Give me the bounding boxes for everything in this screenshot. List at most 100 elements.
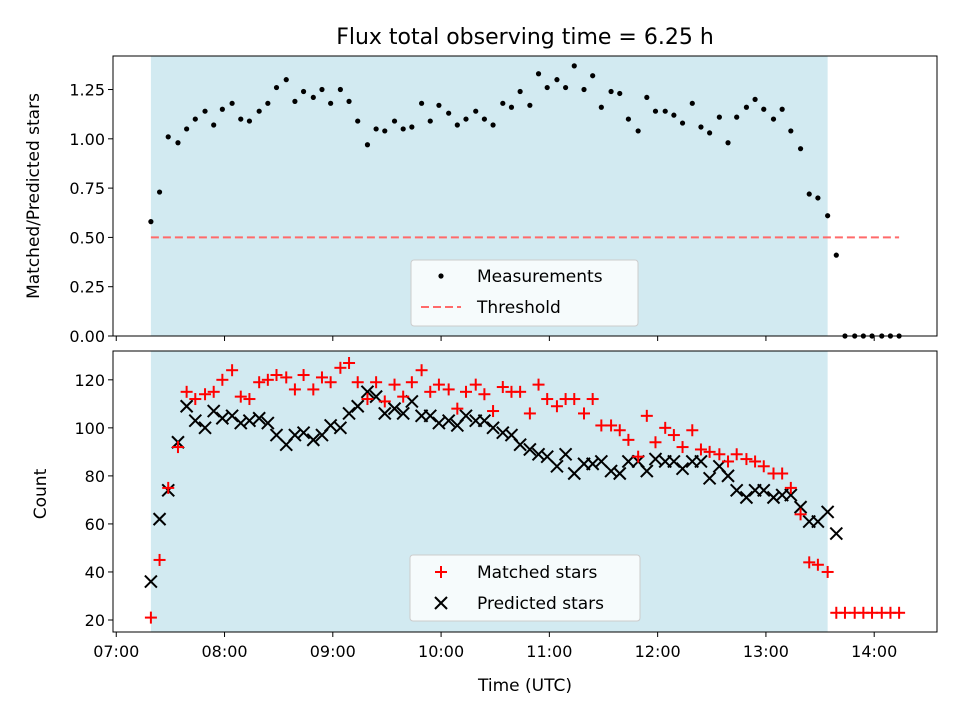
measurement-point	[825, 213, 831, 219]
predicted-star-point	[721, 469, 735, 483]
measurement-point	[590, 73, 596, 79]
measurement-point	[148, 219, 154, 225]
y-tick-label: 0.00	[69, 327, 105, 346]
predicted-star-point	[675, 461, 690, 476]
y-tick-label: 0.75	[69, 179, 105, 198]
matched-star-point	[757, 460, 770, 473]
measurement-point	[581, 86, 587, 93]
measurement-point	[246, 118, 253, 124]
matched-star-point	[153, 553, 166, 566]
matched-star-point	[253, 376, 266, 389]
measurement-point	[283, 77, 289, 83]
y-tick-label: 60	[85, 515, 105, 534]
x-axis-label: Time (UTC)	[477, 676, 572, 696]
measurement-point	[427, 118, 433, 124]
x-tick-label: 08:00	[201, 642, 247, 661]
y-tick-label: 1.00	[69, 130, 105, 149]
y-tick-label: 120	[74, 371, 105, 390]
measurement-point	[310, 94, 316, 101]
predicted-star-point	[225, 409, 239, 423]
matched-star-point	[640, 409, 653, 422]
matched-star-point	[893, 606, 906, 619]
measurement-point	[716, 114, 722, 120]
predicted-star-point	[252, 411, 266, 425]
measurements-legend-marker	[438, 273, 444, 279]
matched-star-point	[730, 448, 743, 461]
matched-stars-legend-label: Matched stars	[477, 563, 597, 583]
y-tick-label: 40	[85, 563, 105, 582]
matched-star-point	[703, 445, 716, 458]
matched-star-point	[578, 407, 591, 420]
measurement-point	[273, 84, 280, 91]
matched-star-point	[397, 390, 410, 403]
predicted-star-point	[242, 413, 257, 428]
measurement-point	[265, 100, 271, 106]
measurement-point	[184, 126, 190, 132]
measurements-legend-label: Measurements	[477, 267, 603, 287]
threshold-legend-label: Threshold	[476, 298, 561, 318]
measurement-point	[229, 100, 235, 106]
measurement-point	[391, 118, 398, 124]
matched-star-point	[722, 455, 735, 468]
matched-star-point	[532, 378, 545, 391]
measurement-point	[473, 108, 479, 114]
matched-star-point	[694, 443, 707, 456]
measurement-point	[500, 100, 506, 106]
predicted-star-point	[757, 483, 771, 498]
predicted-star-point	[206, 404, 221, 418]
measurement-point	[446, 110, 452, 116]
y-tick-label: 100	[74, 419, 105, 438]
measurement-point	[300, 88, 307, 95]
matched-star-point	[811, 558, 824, 571]
predicted-star-point	[288, 428, 302, 442]
matched-star-point	[144, 611, 157, 624]
matched-star-point	[370, 376, 383, 389]
measurement-point	[418, 100, 425, 106]
predicted-star-point	[396, 406, 410, 421]
matched-star-point	[568, 393, 581, 406]
measurement-point	[527, 102, 533, 108]
measurement-point	[698, 124, 704, 130]
measurement-point	[707, 130, 713, 136]
predicted-star-point	[513, 437, 527, 452]
measurement-point	[211, 122, 217, 128]
predicted-star-point	[432, 416, 446, 430]
predicted-star-point	[820, 505, 835, 519]
matched-star-point	[343, 357, 356, 370]
top-axes-frame	[112, 55, 938, 337]
predicted-star-point	[198, 421, 212, 435]
matched-star-point	[667, 429, 680, 442]
bottom-axes-frame	[112, 350, 938, 633]
matched-star-point	[649, 436, 662, 449]
measurement-point	[192, 116, 198, 122]
matched-star-point	[234, 390, 247, 403]
matched-star-point	[541, 393, 554, 406]
measurement-point	[752, 96, 758, 102]
measurement-point	[617, 90, 623, 97]
matched-star-point	[288, 383, 301, 396]
predicted-star-point	[323, 418, 338, 433]
predicted-star-point	[459, 409, 473, 423]
predicted-stars-legend-label: Predicted stars	[477, 594, 604, 614]
y-tick-label: 20	[85, 611, 105, 630]
predicted-star-point	[333, 421, 348, 435]
measurement-point	[806, 191, 812, 197]
measurement-point	[779, 106, 785, 112]
matched-star-point	[442, 383, 455, 396]
measurement-point	[165, 134, 171, 140]
measurement-point	[679, 120, 686, 126]
predicted-star-point	[387, 401, 402, 416]
matched-star-point	[803, 556, 816, 569]
measurement-point	[202, 108, 208, 114]
x-tick-label: 10:00	[418, 642, 464, 661]
measurement-point	[535, 71, 542, 77]
measurement-point	[481, 116, 487, 122]
measurement-point	[571, 63, 577, 69]
y-tick-label: 0.50	[69, 228, 105, 247]
matched-star-point	[478, 388, 491, 401]
measurement-point	[743, 104, 750, 110]
predicted-star-point	[188, 413, 202, 428]
measurement-point	[219, 106, 225, 112]
matched-star-point	[415, 364, 428, 377]
measurement-point	[382, 128, 388, 134]
